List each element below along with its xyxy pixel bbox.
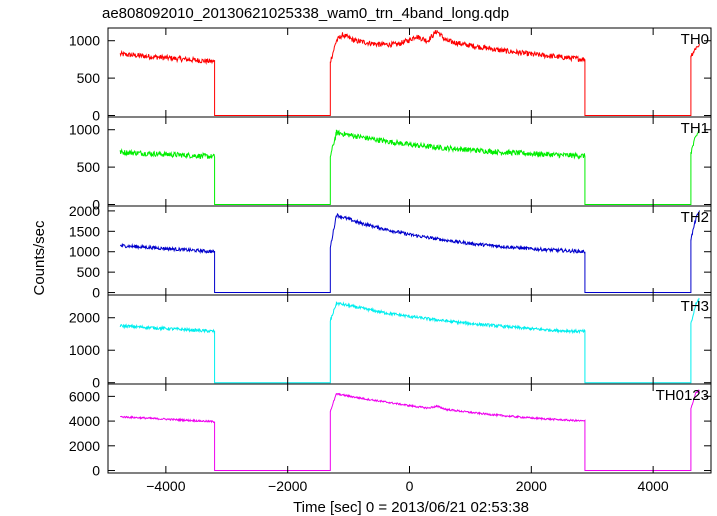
x-tick-label: 2000 [516, 478, 547, 494]
y-tick-label: 0 [92, 463, 100, 479]
panel-frame [107, 116, 712, 207]
panel-th1: 0 500 1000 TH1 [69, 116, 712, 213]
x-axis-label: Time [sec] 0 = 2013/06/21 02:53:38 [293, 499, 529, 516]
y-tick-label: 4000 [69, 413, 100, 429]
y-tick-label: 500 [77, 70, 101, 86]
panel-th3: 0 1000 2000 TH3 [69, 294, 712, 391]
panel-label: TH3 [681, 298, 709, 315]
y-axis-label: Counts/sec [31, 220, 48, 296]
panel-th0123: 0 2000 4000 6000 TH0123 [69, 383, 712, 479]
series-line-th3 [119, 297, 700, 384]
y-tick-label: 1500 [69, 223, 100, 239]
chart-title: ae808092010_20130621025338_wam0_trn_4ban… [102, 5, 509, 22]
panel-th0: 0 500 1000 TH0 [69, 27, 712, 124]
chart-panels: 0 500 1000 TH0 0 500 1000 TH1 0 500 1000 1500 2000 TH… [69, 27, 712, 494]
x-tick-label: −4000 [146, 478, 186, 494]
y-tick-label: 1000 [69, 33, 100, 49]
panel-label: TH0 [681, 31, 709, 48]
y-tick-label: 0 [92, 197, 100, 213]
y-tick-label: 0 [92, 375, 100, 391]
y-tick-label: 2000 [69, 203, 100, 219]
y-tick-label: 0 [92, 285, 100, 301]
y-tick-label: 500 [77, 159, 101, 175]
x-tick-label: −2000 [268, 478, 308, 494]
y-tick-label: 1000 [69, 342, 100, 358]
x-tick-label: 4000 [638, 478, 669, 494]
y-tick-label: 6000 [69, 388, 100, 404]
y-tick-label: 2000 [69, 438, 100, 454]
series-line-th1 [119, 129, 700, 205]
panel-frame [107, 383, 712, 474]
series-line-th0123 [120, 389, 700, 472]
panel-label: TH2 [681, 209, 709, 226]
y-tick-label: 500 [77, 264, 101, 280]
y-tick-label: 0 [92, 108, 100, 124]
panel-label: TH0123 [656, 387, 709, 404]
y-tick-label: 1000 [69, 244, 100, 260]
panel-th2: 0 500 1000 1500 2000 TH2 [69, 203, 712, 301]
series-line-th0 [119, 30, 700, 116]
y-tick-label: 1000 [69, 122, 100, 138]
series-line-th2 [119, 210, 700, 294]
panel-label: TH1 [681, 120, 709, 137]
panel-frame [107, 294, 712, 385]
y-tick-label: 2000 [69, 310, 100, 326]
x-tick-label: 0 [406, 478, 414, 494]
